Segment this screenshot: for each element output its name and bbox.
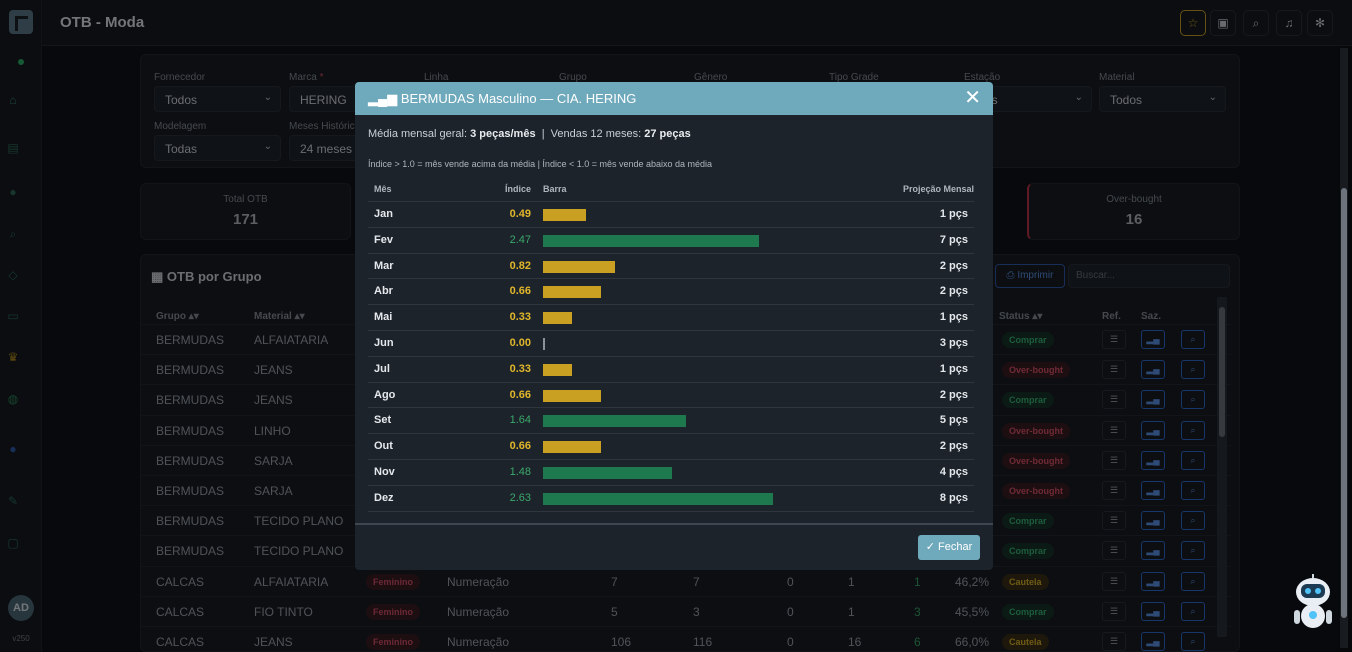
index-bar <box>543 492 773 505</box>
page-scrollbar[interactable] <box>1340 48 1348 648</box>
seasonality-row: Dez 2.63 8 pçs <box>368 484 974 511</box>
month-label: Set <box>374 414 392 427</box>
seasonality-row: Jan 0.49 1 pçs <box>368 201 974 227</box>
seasonality-row: Abr 0.66 2 pçs <box>368 278 974 304</box>
modal-footer-divider <box>355 523 993 525</box>
page-scroll-thumb[interactable] <box>1341 188 1347 618</box>
index-value: 2.63 <box>509 491 531 504</box>
check-icon: ✓ <box>925 541 939 553</box>
index-value: 0.33 <box>509 362 531 375</box>
index-value: 1.48 <box>509 466 531 478</box>
index-bar <box>543 389 601 402</box>
month-label: Jun <box>374 337 394 349</box>
col-header-mes: Mês <box>374 184 392 194</box>
month-label: Jan <box>374 208 393 220</box>
seasonality-row: Mai 0.33 1 pçs <box>368 304 974 330</box>
month-label: Mai <box>374 311 393 324</box>
index-bar <box>543 209 586 221</box>
index-bar <box>543 260 615 273</box>
seasonality-row: Out 0.66 2 pçs <box>368 433 974 459</box>
month-label: Abr <box>374 285 393 298</box>
col-header-barra: Barra <box>543 184 567 194</box>
monthly-projection: 2 pçs <box>939 440 968 453</box>
seasonality-row: Fev 2.47 7 pçs <box>368 226 974 253</box>
index-value: 1.64 <box>509 414 531 427</box>
monthly-projection: 8 pçs <box>939 491 968 504</box>
month-label: Nov <box>374 466 395 478</box>
modal-header: ▂▄▆ BERMUDAS Masculino — CIA. HERING ✕ <box>355 82 993 115</box>
close-button[interactable]: ✓ Fechar <box>918 535 980 560</box>
month-label: Fev <box>374 233 393 246</box>
month-label: Out <box>374 440 393 453</box>
index-bar <box>543 286 601 299</box>
monthly-projection: 7 pçs <box>939 233 968 246</box>
monthly-projection: 1 pçs <box>939 311 968 324</box>
seasonality-row: Set 1.64 5 pçs <box>368 407 974 433</box>
close-icon[interactable]: ✕ <box>964 87 981 109</box>
chart-bars-icon: ▂▄▆ <box>368 91 401 106</box>
index-bar <box>543 363 572 376</box>
monthly-projection: 2 pçs <box>939 285 968 298</box>
index-bar <box>543 338 545 350</box>
month-label: Ago <box>374 388 396 401</box>
monthly-projection: 1 pçs <box>939 362 968 375</box>
seasonality-row: Nov 1.48 4 pçs <box>368 459 974 485</box>
month-label: Mar <box>374 259 394 272</box>
monthly-projection: 5 pçs <box>939 414 968 427</box>
index-legend: Índice > 1.0 = mês vende acima da média … <box>368 159 713 169</box>
seasonality-row: Jul 0.33 1 pçs <box>368 355 974 382</box>
monthly-projection: 4 pçs <box>939 466 968 478</box>
month-label: Jul <box>374 362 390 375</box>
index-bar <box>543 467 673 479</box>
seasonality-row: Jun 0.00 3 pçs <box>368 330 974 356</box>
index-value: 0.33 <box>509 311 531 324</box>
index-value: 0.66 <box>509 285 531 298</box>
monthly-projection: 1 pçs <box>939 208 968 220</box>
index-value: 0.00 <box>509 337 531 349</box>
col-header-projecao: Projeção Mensal <box>902 184 974 194</box>
col-header-indice: Índice <box>504 184 531 194</box>
index-bar <box>543 234 759 247</box>
seasonality-row: Mar 0.82 2 pçs <box>368 252 974 279</box>
index-bar <box>543 312 572 325</box>
modal-summary: Média mensal geral: 3 peças/mês | Vendas… <box>368 128 691 140</box>
month-label: Dez <box>374 491 394 504</box>
monthly-projection: 2 pçs <box>939 259 968 272</box>
modal-title: ▂▄▆ BERMUDAS Masculino — CIA. HERING <box>368 91 637 106</box>
index-value: 0.66 <box>509 388 531 401</box>
index-value: 0.66 <box>509 440 531 453</box>
monthly-projection: 2 pçs <box>939 388 968 401</box>
index-bar <box>543 415 687 428</box>
assistant-robot-icon[interactable] <box>1290 572 1336 634</box>
index-value: 2.47 <box>509 233 531 246</box>
index-value: 0.82 <box>509 259 531 272</box>
seasonality-table-end <box>368 510 974 512</box>
index-value: 0.49 <box>509 208 531 220</box>
seasonality-modal: ▂▄▆ BERMUDAS Masculino — CIA. HERING ✕ M… <box>355 82 993 570</box>
seasonality-row: Ago 0.66 2 pçs <box>368 381 974 408</box>
monthly-projection: 3 pçs <box>939 337 968 349</box>
index-bar <box>543 441 601 454</box>
